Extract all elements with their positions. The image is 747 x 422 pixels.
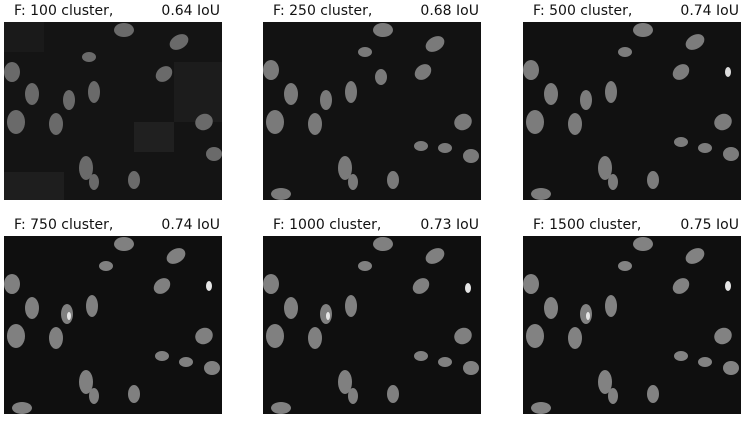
- cluster-label: F: 750 cluster,: [14, 217, 114, 233]
- panel-title: F: 1000 cluster, 0.73 IoU: [263, 214, 481, 234]
- panel-title: F: 1500 cluster, 0.75 IoU: [523, 214, 741, 234]
- iou-label: 0.73 IoU: [420, 217, 479, 233]
- iou-label: 0.74 IoU: [680, 3, 739, 19]
- panel-title: F: 100 cluster, 0.64 IoU: [4, 0, 222, 20]
- panel-title: F: 250 cluster, 0.68 IoU: [263, 0, 481, 20]
- iou-label: 0.75 IoU: [680, 217, 739, 233]
- cluster-label: F: 500 cluster,: [533, 3, 633, 19]
- segmentation-image: [4, 22, 222, 200]
- iou-label: 0.74 IoU: [161, 217, 220, 233]
- segmentation-image: [523, 22, 741, 200]
- panel-title: F: 500 cluster, 0.74 IoU: [523, 0, 741, 20]
- iou-label: 0.68 IoU: [420, 3, 479, 19]
- cluster-label: F: 250 cluster,: [273, 3, 373, 19]
- segmentation-image: [523, 236, 741, 414]
- cluster-label: F: 100 cluster,: [14, 3, 114, 19]
- segmentation-image: [263, 236, 481, 414]
- panel-title: F: 750 cluster, 0.74 IoU: [4, 214, 222, 234]
- cluster-label: F: 1000 cluster,: [273, 217, 382, 233]
- iou-label: 0.64 IoU: [161, 3, 220, 19]
- segmentation-image: [4, 236, 222, 414]
- cluster-label: F: 1500 cluster,: [533, 217, 642, 233]
- segmentation-image: [263, 22, 481, 200]
